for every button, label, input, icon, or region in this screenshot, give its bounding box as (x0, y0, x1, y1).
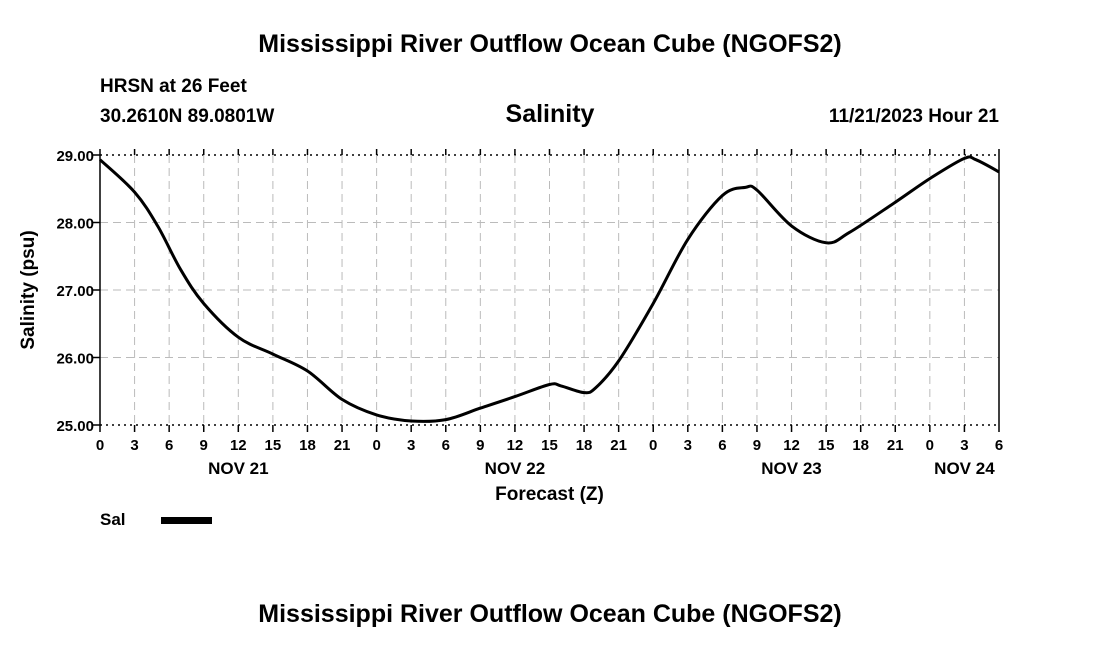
x-tick-label: 15 (818, 437, 835, 454)
y-tick-label: 27.00 (56, 283, 94, 300)
x-tick-label: 3 (960, 437, 968, 454)
y-tick-label: 28.00 (56, 216, 94, 233)
x-tick-label: 9 (753, 437, 761, 454)
x-tick-label: 21 (334, 437, 351, 454)
footer-title: Mississippi River Outflow Ocean Cube (NG… (258, 600, 842, 628)
x-tick-label: 3 (407, 437, 415, 454)
x-tick-label: 12 (507, 437, 524, 454)
forecast-datetime: 11/21/2023 Hour 21 (828, 106, 999, 127)
x-tick-label: 21 (887, 437, 904, 454)
x-axis-title: Forecast (Z) (495, 484, 604, 505)
x-tick-label: 0 (96, 437, 104, 454)
x-day-label: NOV 21 (208, 459, 268, 478)
x-tick-label: 0 (649, 437, 657, 454)
x-tick-label: 3 (130, 437, 138, 454)
x-tick-label: 15 (541, 437, 558, 454)
x-day-label: NOV 22 (485, 459, 545, 478)
y-axis-title: Salinity (psu) (18, 230, 39, 349)
chart-subtitle: Salinity (505, 100, 595, 128)
x-tick-label: 3 (684, 437, 692, 454)
legend-line-swatch (161, 517, 212, 524)
x-tick-label: 0 (372, 437, 380, 454)
x-tick-label: 12 (783, 437, 800, 454)
y-tick-label: 25.00 (56, 418, 94, 435)
y-tick-label: 29.00 (56, 148, 94, 165)
y-tick-label: 26.00 (56, 351, 94, 368)
x-tick-label: 9 (476, 437, 484, 454)
station-label: HRSN at 26 Feet (100, 76, 247, 97)
x-tick-label: 15 (265, 437, 282, 454)
x-tick-label: 12 (230, 437, 247, 454)
x-tick-label: 9 (200, 437, 208, 454)
x-tick-label: 18 (299, 437, 316, 454)
series-line-sal (98, 155, 1000, 423)
x-tick-label: 6 (995, 437, 1003, 454)
x-day-label: NOV 23 (761, 459, 821, 478)
legend-label: Sal (100, 510, 126, 529)
chart-main-title: Mississippi River Outflow Ocean Cube (NG… (258, 30, 842, 58)
station-coordinates: 30.2610N 89.0801W (100, 106, 275, 127)
x-day-label: NOV 24 (934, 459, 995, 478)
x-tick-label: 6 (718, 437, 726, 454)
x-tick-label: 21 (610, 437, 627, 454)
x-tick-label: 18 (852, 437, 869, 454)
x-tick-label: 0 (926, 437, 934, 454)
x-tick-label: 6 (165, 437, 173, 454)
x-tick-label: 6 (442, 437, 450, 454)
x-tick-label: 18 (576, 437, 593, 454)
